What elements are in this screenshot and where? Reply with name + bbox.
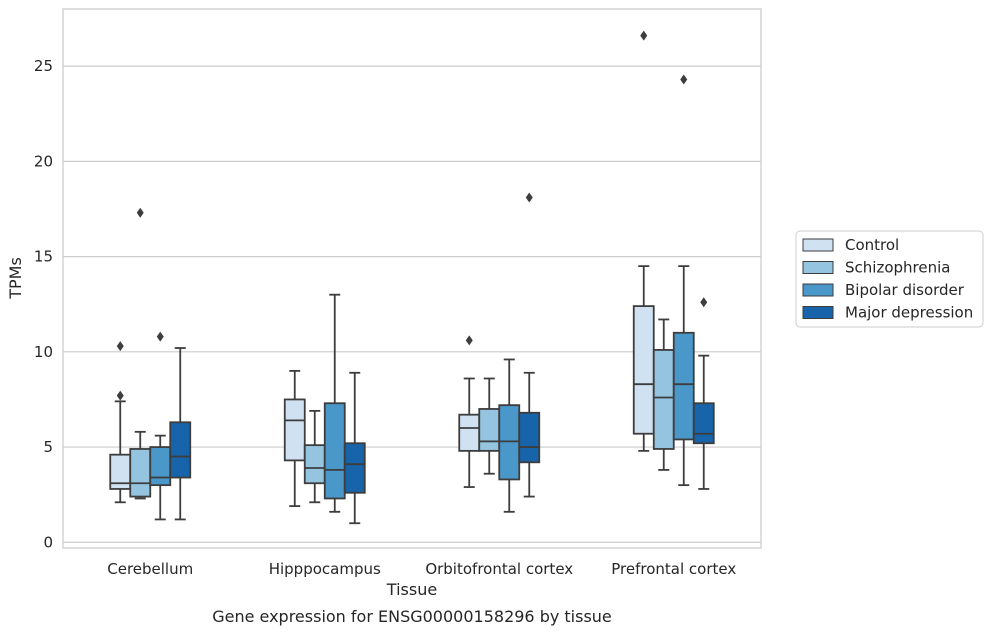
box-group: [692, 297, 715, 490]
legend-label: Control: [845, 236, 899, 254]
outlier-point: [640, 30, 648, 41]
x-axis-ticks: Cerebellum Hipppocampus Orbitofrontal cort…: [107, 560, 736, 578]
legend-swatch: [802, 283, 834, 297]
x-tick-label: Hipppocampus: [269, 560, 381, 578]
box-plots: [109, 30, 715, 525]
box-group: [478, 377, 501, 475]
y-axis-ticks: 0 5 10 15 20 25: [34, 57, 53, 551]
y-tick-label: 20: [34, 152, 53, 170]
box-group: [169, 347, 192, 521]
box: [518, 411, 541, 464]
box-group: [518, 192, 541, 498]
box-group: [672, 74, 695, 487]
legend-swatch: [802, 261, 834, 274]
outlier-point: [700, 297, 708, 308]
y-tick-label: 25: [34, 57, 53, 75]
legend-label: Major depression: [845, 304, 973, 322]
outlier-point: [116, 341, 124, 352]
y-tick-label: 10: [34, 343, 53, 361]
x-tick-label: Orbitofrontal cortex: [425, 560, 573, 578]
box: [652, 349, 675, 450]
box: [169, 421, 192, 479]
box: [632, 305, 655, 435]
outlier-point: [136, 207, 144, 218]
box: [343, 442, 366, 494]
box: [149, 446, 172, 487]
box-group: [498, 358, 521, 513]
legend-swatch: [802, 306, 834, 319]
plot-frame: [62, 8, 762, 549]
box: [672, 331, 695, 441]
legend-label: Bipolar disorder: [845, 281, 965, 299]
box-group: [303, 409, 326, 504]
x-tick-label: Cerebellum: [107, 560, 193, 578]
box: [692, 402, 715, 445]
y-tick-label: 5: [43, 438, 53, 456]
box-group: [343, 371, 366, 525]
box: [323, 402, 346, 500]
box: [458, 413, 481, 452]
chart-caption: Gene expression for ENSG00000158296 by t…: [212, 607, 612, 626]
box: [498, 404, 521, 481]
outlier-point: [465, 335, 473, 346]
outlier-point: [116, 390, 124, 401]
box-group: [458, 335, 481, 488]
x-axis-label: Tissue: [386, 580, 437, 599]
legend-swatch: [802, 238, 834, 252]
box-group: [129, 207, 152, 500]
box: [283, 398, 306, 462]
x-tick-label: Prefrontal cortex: [611, 560, 736, 578]
outlier-point: [680, 74, 688, 85]
y-tick-label: 15: [34, 248, 53, 266]
outlier-point: [156, 331, 164, 342]
legend: Control Schizophrenia Bipolar disorder Majo…: [795, 230, 984, 328]
y-axis-label: TPMs: [6, 257, 25, 300]
box: [478, 408, 501, 452]
box: [129, 448, 152, 498]
box: [303, 444, 326, 485]
outlier-point: [525, 192, 533, 203]
legend-label: Schizophrenia: [845, 259, 950, 277]
y-tick-label: 0: [43, 533, 53, 551]
box-group: [283, 369, 306, 507]
legend-frame: [795, 230, 984, 328]
